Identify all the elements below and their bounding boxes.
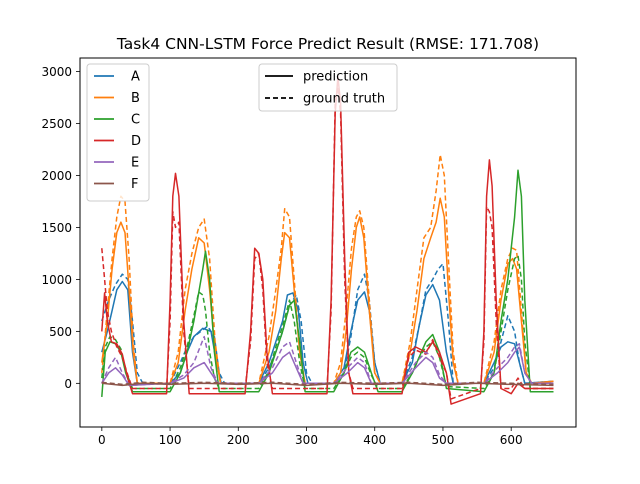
series-legend-box	[86, 63, 150, 202]
y-tick-label: 3000	[41, 65, 72, 79]
series-e-ground-truth-line	[101, 335, 554, 387]
y-tick-label: 2000	[41, 169, 72, 183]
x-tick-label: 300	[295, 433, 318, 447]
series-c-prediction-line	[101, 169, 554, 397]
x-tick-label: 200	[227, 433, 250, 447]
legend-label-a: A	[131, 70, 140, 85]
x-tick-label: 0	[98, 433, 106, 447]
y-tick-label: 2500	[41, 117, 72, 131]
style-legend-box	[258, 63, 398, 112]
y-tick-label: 0	[64, 377, 72, 391]
chart-title: Task4 CNN-LSTM Force Predict Result (RMS…	[116, 35, 539, 53]
series-f-prediction-line	[101, 382, 554, 387]
plot-area	[101, 75, 554, 405]
x-tick-label: 400	[363, 433, 386, 447]
legend-label-f: F	[131, 177, 138, 192]
x-axis: 0 100 200 300 400 500 600	[98, 427, 523, 447]
style-legend-label: ground truth	[303, 92, 385, 107]
legend-label-b: B	[131, 91, 140, 106]
style-legend: prediction ground truth	[258, 63, 398, 112]
series-d-prediction-line	[101, 75, 554, 405]
series-f-ground-truth-line	[101, 381, 554, 386]
legend-label-c: C	[131, 113, 140, 128]
x-tick-label: 500	[432, 433, 455, 447]
axes-frame	[79, 57, 577, 428]
y-tick-label: 1000	[41, 273, 72, 287]
y-axis: 0 500 1000 1500 2000 2500 3000	[41, 65, 80, 391]
y-tick-label: 500	[49, 325, 72, 339]
legend-label-e: E	[131, 156, 139, 171]
series-a-ground-truth-line	[101, 263, 554, 385]
style-legend-label: prediction	[303, 70, 368, 85]
series-e-prediction-line	[101, 346, 554, 387]
y-tick-label: 1500	[41, 221, 72, 235]
x-tick-label: 100	[159, 433, 182, 447]
legend-label-d: D	[131, 134, 141, 149]
x-tick-label: 600	[500, 433, 523, 447]
